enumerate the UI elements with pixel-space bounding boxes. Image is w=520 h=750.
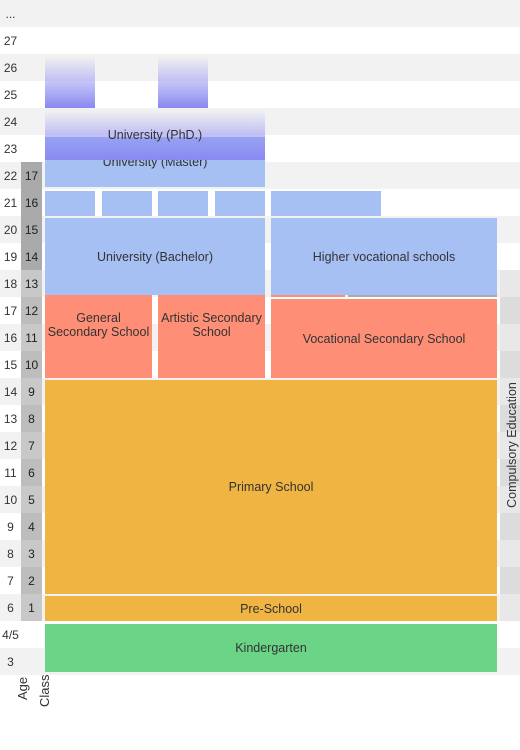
age-cell: 3	[0, 648, 21, 675]
compulsory-band-cell	[500, 540, 520, 567]
age-cell: ...	[0, 0, 21, 27]
class-cell: 7	[21, 432, 42, 459]
compulsory-band-cell	[500, 351, 520, 378]
block-bachelor-ext3	[158, 191, 208, 216]
block-phd-ext2	[158, 56, 208, 108]
class-cell: 4	[21, 513, 42, 540]
class-axis-label: Class	[37, 674, 52, 707]
age-cell: 18	[0, 270, 21, 297]
age-cell: 9	[0, 513, 21, 540]
block-preschool: Pre-School	[45, 596, 497, 621]
class-cell: 9	[21, 378, 42, 405]
compulsory-band-cell	[500, 297, 520, 324]
age-cell: 8	[0, 540, 21, 567]
class-cell: 16	[21, 189, 42, 216]
class-cell: 2	[21, 567, 42, 594]
class-cell: 3	[21, 540, 42, 567]
class-cell: 15	[21, 216, 42, 243]
grid-row	[0, 27, 520, 54]
compulsory-band-cell	[500, 567, 520, 594]
block-bachelor-ext2	[102, 191, 152, 216]
class-cell: 6	[21, 459, 42, 486]
block-primary: Primary School	[45, 380, 497, 594]
age-cell: 27	[0, 27, 21, 54]
block-phd: University (PhD.)	[45, 110, 265, 160]
age-cell: 20	[0, 216, 21, 243]
age-cell: 23	[0, 135, 21, 162]
age-cell: 4/5	[0, 621, 21, 648]
class-cell: 17	[21, 162, 42, 189]
grid-row	[0, 0, 520, 27]
age-cell: 6	[0, 594, 21, 621]
block-kindergarten: Kindergarten	[45, 624, 497, 672]
age-cell: 22	[0, 162, 21, 189]
age-cell: 16	[0, 324, 21, 351]
class-cell: 12	[21, 297, 42, 324]
age-cell: 14	[0, 378, 21, 405]
age-cell: 26	[0, 54, 21, 81]
age-axis-label: Age	[15, 677, 30, 700]
compulsory-band-cell	[500, 594, 520, 621]
block-bachelor-ext1	[45, 191, 95, 216]
age-cell: 21	[0, 189, 21, 216]
compulsory-label: Compulsory Education	[505, 375, 519, 515]
block-higher-voc-ext	[271, 191, 381, 216]
class-cell: 1	[21, 594, 42, 621]
class-cell: 13	[21, 270, 42, 297]
class-cell: 5	[21, 486, 42, 513]
compulsory-band-cell	[500, 513, 520, 540]
age-cell: 15	[0, 351, 21, 378]
age-cell: 13	[0, 405, 21, 432]
age-cell: 25	[0, 81, 21, 108]
age-cell: 7	[0, 567, 21, 594]
block-bachelor: University (Bachelor)	[45, 218, 265, 295]
education-chart: ...2726252423221721162015191418131712161…	[0, 0, 520, 750]
compulsory-band-cell	[500, 270, 520, 297]
compulsory-band-cell	[500, 324, 520, 351]
block-vocational-sec: Vocational Secondary School	[271, 299, 497, 378]
block-bachelor-ext4	[215, 191, 265, 216]
block-higher-voc: Higher vocational schools	[271, 218, 497, 295]
age-cell: 24	[0, 108, 21, 135]
age-cell: 11	[0, 459, 21, 486]
block-phd-ext1	[45, 56, 95, 108]
class-cell: 10	[21, 351, 42, 378]
class-cell: 11	[21, 324, 42, 351]
age-cell: 12	[0, 432, 21, 459]
age-cell: 10	[0, 486, 21, 513]
class-cell: 8	[21, 405, 42, 432]
age-cell: 17	[0, 297, 21, 324]
age-cell: 19	[0, 243, 21, 270]
class-cell: 14	[21, 243, 42, 270]
